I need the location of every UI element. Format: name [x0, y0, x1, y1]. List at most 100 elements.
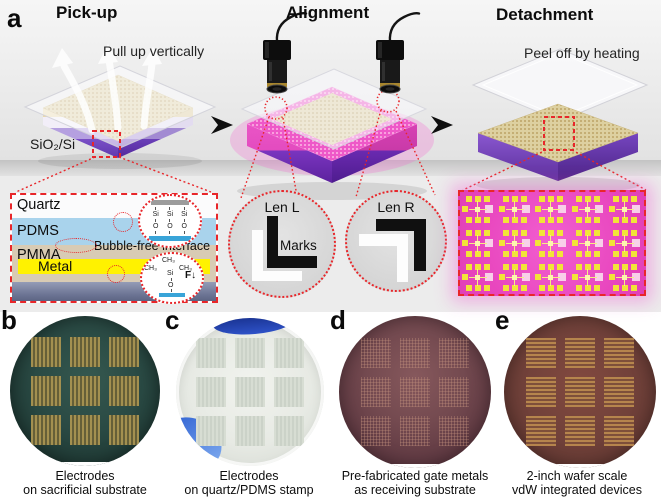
detachment-stack	[471, 48, 649, 181]
caption-e: 2-inch wafer scale vdW integrated devices	[512, 469, 642, 497]
device-array-block	[604, 416, 634, 446]
pickup-shadow	[38, 153, 202, 169]
pickup-note: Pull up vertically	[103, 43, 205, 59]
step-title-pickup: Pick-up	[56, 3, 118, 22]
panel-c-letter: c	[165, 305, 180, 335]
device-unit-cell	[609, 263, 642, 292]
bond-top-zoom-circle	[113, 212, 133, 232]
electrode-array-block	[109, 376, 139, 406]
electrode-array-block	[31, 337, 61, 367]
panel-d-letter: d	[330, 305, 346, 335]
len-l-label: Len L	[264, 199, 300, 215]
quartz-bar	[151, 200, 189, 205]
gate-metal-block	[439, 416, 469, 446]
detachment-shadow	[476, 177, 640, 193]
gate-metal-block	[400, 416, 430, 446]
quartz-plate	[471, 48, 649, 122]
device-unit-cell	[498, 195, 532, 224]
step-title-detachment: Detachment	[496, 5, 594, 24]
device-unit-cell	[535, 229, 568, 258]
caption-b: Electrodes on sacrificial substrate	[23, 469, 147, 497]
electrode-array-block	[235, 377, 265, 407]
gate-metal-block	[361, 377, 391, 407]
metal-label: Metal	[38, 258, 73, 274]
wafer-flat	[22, 462, 148, 466]
electrode-array-block	[109, 415, 139, 445]
device-array-block	[604, 338, 634, 368]
electrode-array-block	[274, 377, 304, 407]
alignment-leader-lines	[240, 109, 436, 199]
caption-c: Electrodes on quartz/PDMS stamp	[184, 469, 314, 497]
marks-label: Marks	[280, 238, 317, 253]
electrode-array-block	[70, 337, 100, 367]
black-l-mark-icon	[267, 216, 317, 268]
electrode-array-block	[274, 416, 304, 446]
blue-backdrop-patch	[211, 318, 297, 338]
gate-metal-block	[439, 338, 469, 368]
pull-up-arrows-icon	[52, 44, 162, 134]
electrode-array-block	[274, 338, 304, 368]
wafer-photo-integrated	[504, 316, 656, 468]
white-corner-mark-icon	[359, 234, 408, 282]
electrode-array-block	[196, 338, 226, 368]
device-array-block	[565, 416, 595, 446]
pickup-stack	[23, 44, 217, 158]
detachment-note: Peel off by heating	[524, 45, 640, 61]
pmma-label: PMMA	[17, 247, 61, 263]
gate-metal-block	[400, 338, 430, 368]
gate-metal-block	[361, 416, 391, 446]
si-o-bond-column: Si O	[153, 206, 159, 235]
layer-stack-inset: Quartz PDMS PMMA Metal Bubble-free inter…	[10, 193, 218, 304]
device-unit-cell	[461, 229, 495, 258]
electrode-array-block	[109, 337, 139, 367]
device-unit-cell	[498, 229, 532, 258]
caption-d: Pre-fabricated gate metals as receiving s…	[341, 469, 489, 497]
detachment-zoom-box	[543, 116, 575, 151]
panel-a-letter: a	[7, 3, 22, 33]
electrode-array-block	[235, 338, 265, 368]
pdms-surface-chemistry-diagram: CH₃ CH₃ CH₃ Si O F↓	[140, 252, 204, 304]
wafer-photo-sacrificial	[10, 316, 160, 466]
pickup-leader-lines	[15, 156, 212, 193]
pdms-bar	[149, 236, 191, 241]
bond-bottom-zoom-circle	[107, 265, 125, 283]
arrow-right-icon	[211, 116, 233, 134]
device-unit-cell	[609, 195, 642, 224]
arrow-right-icon	[431, 116, 453, 134]
len-l-inset: Len L Marks	[228, 190, 336, 298]
len-r-inset: Len R	[345, 190, 447, 292]
electrode-array-block	[70, 415, 100, 445]
step-title-alignment: Alignment	[286, 3, 370, 22]
camera-icon	[263, 12, 308, 94]
pickup-zoom-box	[92, 130, 121, 158]
electrode-array-block	[31, 376, 61, 406]
device-array-block	[526, 377, 556, 407]
electrode-array-block	[70, 376, 100, 406]
pdms-label: PDMS	[17, 223, 59, 239]
panel-e-letter: e	[495, 305, 510, 335]
device-unit-cell	[461, 263, 495, 292]
device-array-block	[526, 338, 556, 368]
quartz-pdms-bond-diagram: Si O Si O Si O	[138, 194, 202, 248]
device-unit-cell	[609, 229, 642, 258]
bubble-free-ellipse-icon	[55, 238, 97, 253]
alignment-zoom-circle-left	[264, 96, 288, 120]
len-r-label: Len R	[377, 199, 415, 215]
camera-icon	[376, 12, 421, 94]
device-array-block	[565, 338, 595, 368]
wafer-photo-stamp	[176, 318, 324, 466]
quartz-label: Quartz	[17, 197, 61, 213]
device-unit-cell	[572, 195, 605, 224]
si-o-bond-column: Si O	[181, 206, 187, 235]
pdms-bar	[159, 293, 185, 297]
black-corner-mark-icon	[376, 219, 426, 271]
device-unit-cell	[572, 229, 605, 258]
device-array-block	[565, 377, 595, 407]
device-array-block	[604, 377, 634, 407]
white-l-mark-icon	[252, 230, 302, 281]
device-unit-cell	[535, 195, 568, 224]
electrode-array-block	[196, 377, 226, 407]
gate-metal-block	[361, 338, 391, 368]
wafer-flat	[516, 464, 644, 468]
